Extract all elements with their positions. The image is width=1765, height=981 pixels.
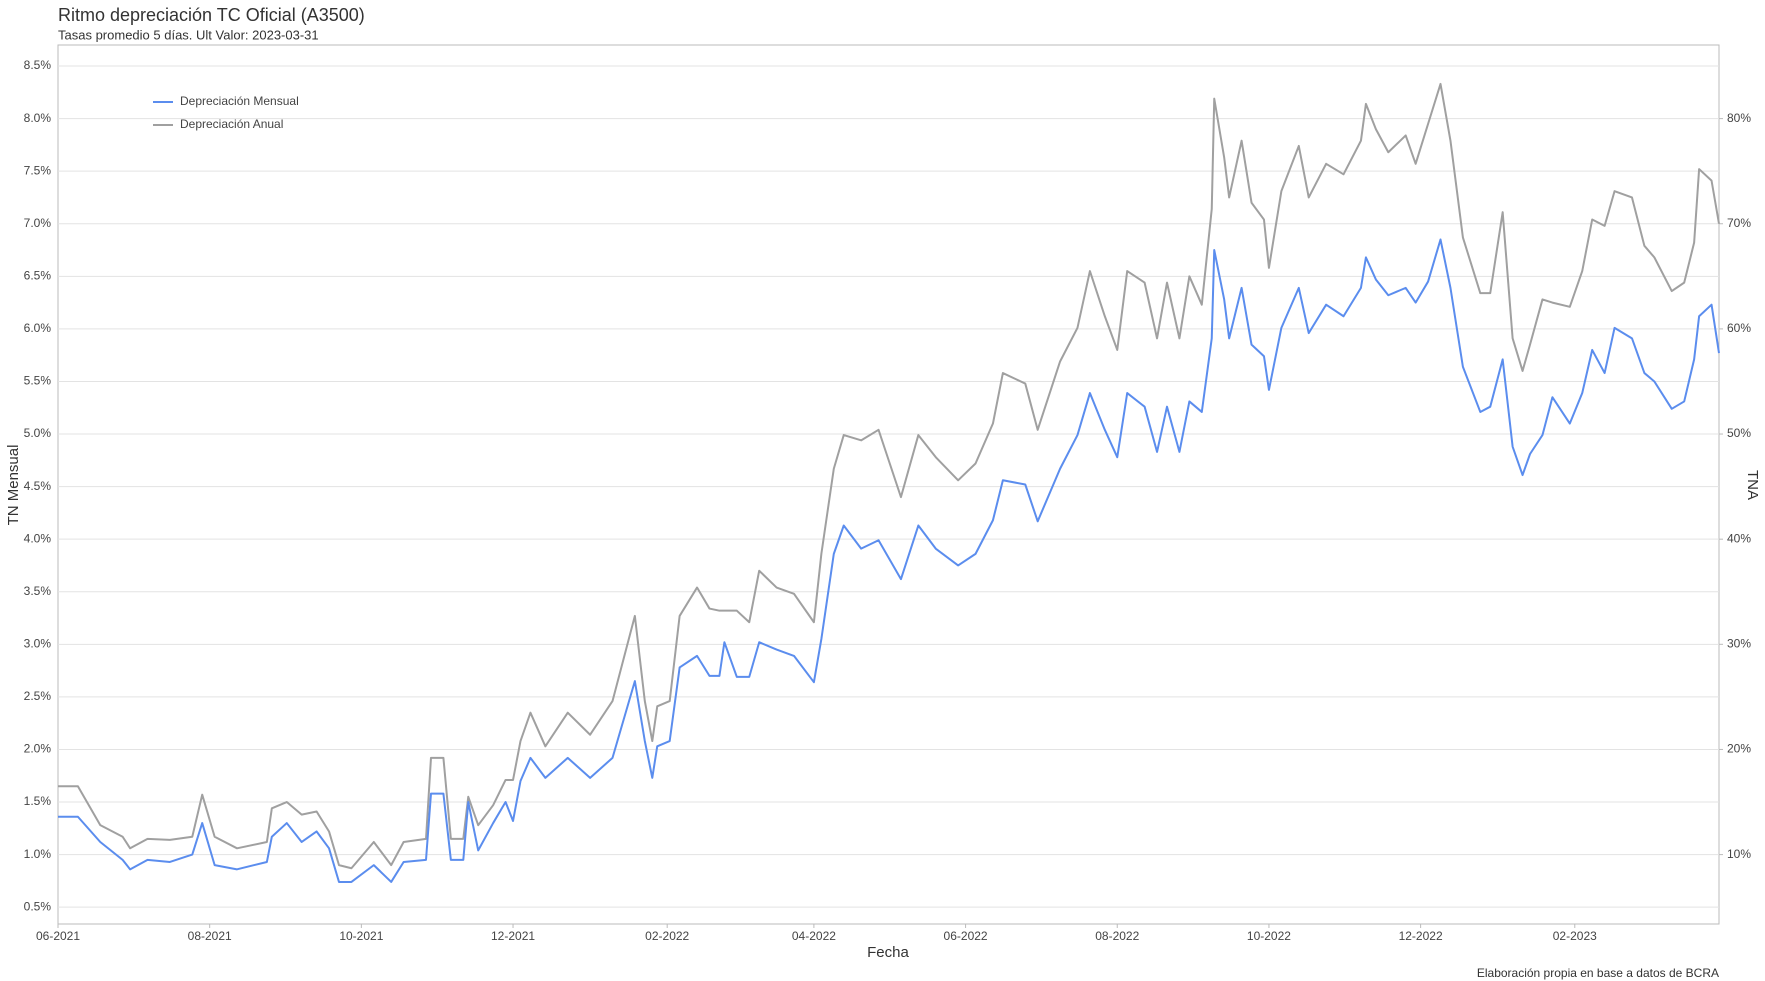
y-tick-label: 3.5%: [24, 584, 52, 598]
chart-title: Ritmo depreciación TC Oficial (A3500): [58, 5, 365, 25]
x-tick-label: 08-2022: [1095, 929, 1139, 943]
y2-tick-label: 80%: [1727, 111, 1751, 125]
y-axis-label: TN Mensual: [5, 445, 22, 526]
y-tick-label: 2.5%: [24, 689, 52, 703]
x-tick-label: 06-2021: [36, 929, 80, 943]
y-tick-label: 8.0%: [24, 111, 52, 125]
y-tick-label: 6.0%: [24, 321, 52, 335]
x-tick-label: 06-2022: [944, 929, 988, 943]
plot-frame: [57, 44, 1720, 925]
x-tick-label: 12-2021: [491, 929, 535, 943]
series-line: [58, 238, 1720, 883]
y2-tick-label: 10%: [1727, 847, 1751, 861]
x-tick-label: 02-2023: [1553, 929, 1597, 943]
y2-axis-label: TNA: [1744, 470, 1761, 500]
y2-tick-label: 40%: [1727, 531, 1751, 545]
y-tick-label: 5.0%: [24, 426, 52, 440]
y2-tick-label: 60%: [1727, 321, 1751, 335]
y-tick-label: 3.0%: [24, 636, 52, 650]
x-tick-label: 02-2022: [645, 929, 689, 943]
chart-subtitle: Tasas promedio 5 días. Ult Valor: 2023-0…: [58, 27, 319, 42]
legend-label: Depreciación Mensual: [180, 94, 299, 108]
y-tick-label: 1.5%: [24, 794, 52, 808]
x-tick-label: 12-2022: [1399, 929, 1443, 943]
y-tick-label: 2.0%: [24, 742, 52, 756]
y-tick-label: 6.5%: [24, 268, 52, 282]
y-tick-label: 7.5%: [24, 163, 52, 177]
y-tick-label: 7.0%: [24, 216, 52, 230]
x-tick-label: 10-2022: [1247, 929, 1291, 943]
y-tick-label: 8.5%: [24, 58, 52, 72]
y-tick-label: 4.0%: [24, 531, 52, 545]
y2-tick-label: 50%: [1727, 426, 1751, 440]
caption: Elaboración propia en base a datos de BC…: [1477, 966, 1719, 980]
x-tick-label: 08-2021: [188, 929, 232, 943]
series-line: [58, 82, 1720, 870]
y2-tick-label: 20%: [1727, 742, 1751, 756]
x-tick-label: 04-2022: [792, 929, 836, 943]
y-tick-label: 1.0%: [24, 847, 52, 861]
x-axis-label: Fecha: [867, 944, 909, 961]
y-tick-label: 5.5%: [24, 374, 52, 388]
y2-tick-label: 70%: [1727, 216, 1751, 230]
y-tick-label: 4.5%: [24, 479, 52, 493]
legend-label: Depreciación Anual: [180, 117, 283, 131]
y-tick-label: 0.5%: [24, 899, 52, 913]
y2-tick-label: 30%: [1727, 636, 1751, 650]
x-tick-label: 10-2021: [339, 929, 383, 943]
